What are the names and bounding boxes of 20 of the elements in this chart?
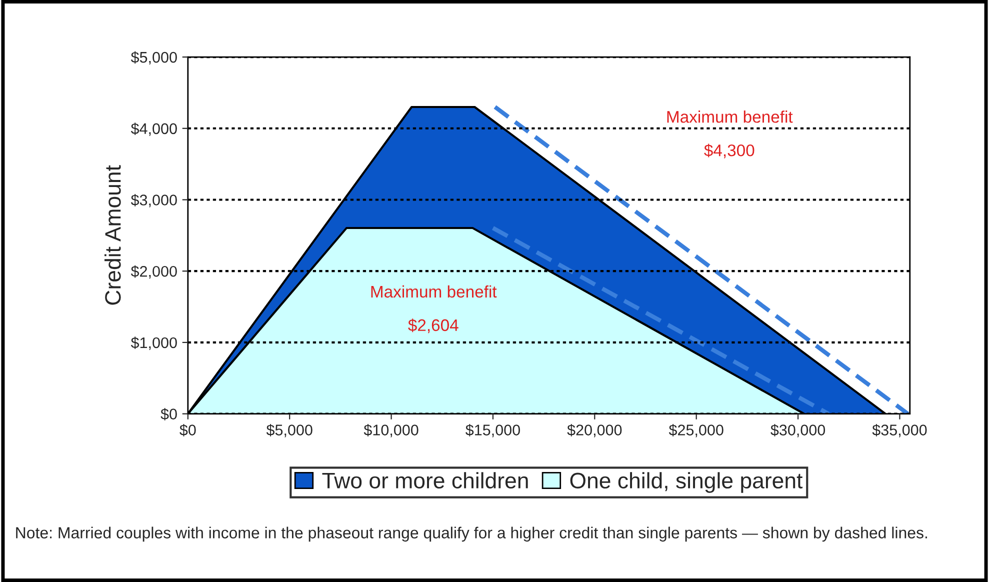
x-tick-label: $0 [180,424,196,436]
y-tick-label: $2,000 [130,265,177,279]
text: Note: Married couples with income in the phaseout range qualify for a higher credit than single parents — shown by dashed lines. [16,526,927,542]
legend-label: One child, single parent [570,472,803,493]
x-tick-label: $15,000 [466,424,520,438]
y-tick-label: $3,000 [130,194,177,208]
y-tick-label: $4,000 [130,122,177,136]
text: Maximum benefit $4,300 [667,110,793,158]
x-tick-label: $20,000 [567,424,622,438]
x-tick-label: $10,000 [364,424,418,438]
text: Maximum benefit $2,604 [371,285,497,334]
legend-label: Two or more children [322,472,528,488]
x-tick-label: $30,000 [770,424,826,438]
x-tick-label: $35,000 [872,424,927,438]
x-tick-label: $5,000 [266,424,312,438]
y-tick-label: $0 [160,408,177,420]
y-axis-title: Credit Amount [104,165,121,305]
y-tick-label: $5,000 [130,51,177,65]
y-tick-label: $1,000 [130,336,177,350]
x-tick-label: $25,000 [668,424,724,438]
